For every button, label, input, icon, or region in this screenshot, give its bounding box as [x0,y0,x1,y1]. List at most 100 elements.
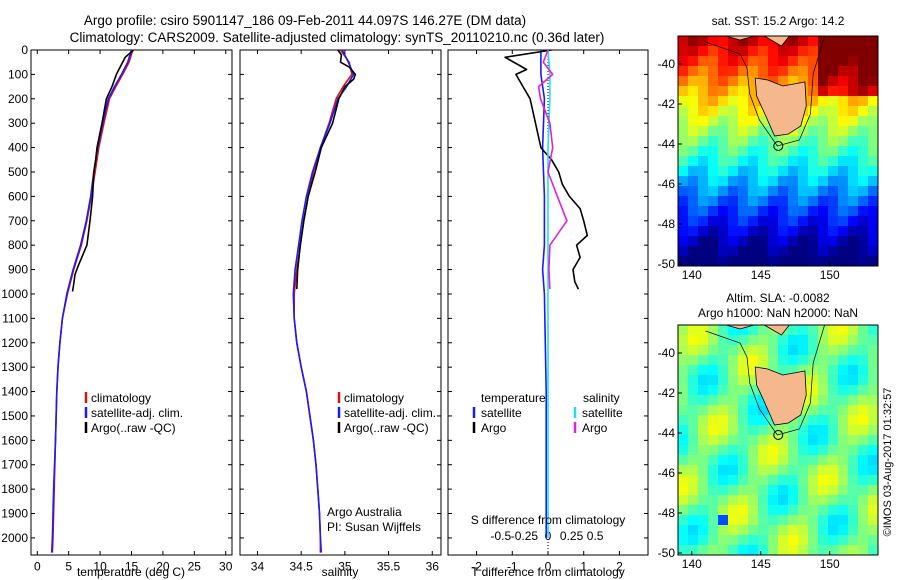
map-cell [808,335,818,345]
y-tick-label: 700 [8,214,28,228]
y-tick-label: 400 [8,141,28,155]
map-cell [868,116,878,126]
tasmania-landmass [754,77,807,137]
tasmania-landmass [754,366,807,426]
map-cell [768,166,778,176]
map-cell [838,455,848,465]
map-cell [808,206,818,216]
map-cell [748,186,758,196]
argo-position-marker [773,429,784,440]
map-cell [788,465,798,475]
map-cell [718,395,728,405]
sst-map-panel: sat. SST: 15.2 Argo: 14.2 140 145 150 -40 -4… [658,14,879,282]
map-cell [738,126,748,136]
map-cell [718,106,728,116]
map-cell [778,425,788,435]
map-cell [718,156,728,166]
map-cell [788,56,798,66]
map-cell [688,226,698,236]
map-cell [748,226,758,236]
map-cell [808,425,818,435]
map-cell [728,96,738,106]
map-cell [858,535,868,545]
map-cell [678,475,688,485]
legend-label-sal-satellite: satellite [582,406,623,420]
map-cell [868,405,878,415]
map-cell [828,166,838,176]
map-cell [748,525,758,535]
map-cell [798,425,808,435]
difference-legend: temperature salinity satellite Argo sate… [472,391,623,435]
map-cell [818,475,828,485]
map-y-tick-label: -40 [658,346,676,360]
map-cell [798,325,808,335]
map-cell [848,176,858,186]
map-y-tick-label: -50 [658,257,676,271]
map-cell [768,505,778,515]
map-cell [698,96,708,106]
map-cell [698,545,708,555]
map-cell [688,535,698,545]
map-cell [868,216,878,226]
map-cell [758,335,768,345]
map-cell [808,525,818,535]
map-cell [858,106,868,116]
map-cell [798,545,808,555]
map-cell [858,166,868,176]
map-x-tick-label: 150 [820,268,840,282]
temperature-axes-frame [30,49,233,556]
map-cell [698,246,708,256]
x-tick-label: 34 [251,560,265,574]
map-cell [778,186,788,196]
map-cell [858,236,868,246]
map-cell [798,46,808,56]
map-cell [848,116,858,126]
map-cell [748,136,758,146]
map-cell [698,385,708,395]
map-cell [728,136,738,146]
map-cell [678,505,688,515]
map-cell [868,435,878,445]
map-cell [828,495,838,505]
map-cell [708,66,718,76]
map-cell [818,515,828,525]
map-cell [838,56,848,66]
map-cell [818,385,828,395]
map-cell [758,46,768,56]
map-cell [698,186,708,196]
x-tick-label: 0 [545,560,552,574]
map-cell [838,475,848,485]
map-cell [728,435,738,445]
map-cell [858,36,868,46]
map-cell [868,256,878,266]
x-tick-label: -2 [471,560,482,574]
map-cell [728,156,738,166]
map-cell [718,405,728,415]
map-cell [718,375,728,385]
map-cell [828,126,838,136]
map-cell [808,106,818,116]
map-cell [728,375,738,385]
map-cell [728,226,738,236]
y-tick-label: 800 [8,238,28,252]
map-cell [838,36,848,46]
map-y-tick-label: -42 [658,386,676,400]
map-cell [818,126,828,136]
sst-map-frame [677,35,879,267]
difference-x-ticks: -2 -1 0 1 2-0.5 -0.25 0 0.25 0.5 [471,50,623,574]
map-cell [738,186,748,196]
map-cell [718,126,728,136]
map-cell [768,186,778,196]
map-cell [698,216,708,226]
map-cell [868,56,878,66]
map-cell [868,535,878,545]
legend-label-satellite: satellite-adj. clim. [91,406,183,420]
map-cell [748,86,758,96]
map-cell [698,395,708,405]
map-cell [698,156,708,166]
map-cell [708,246,718,256]
y-tick-label: 900 [8,263,28,277]
header-line-2: Climatology: CARS2009. Satellite-adjuste… [70,30,605,45]
map-cell [748,375,758,385]
